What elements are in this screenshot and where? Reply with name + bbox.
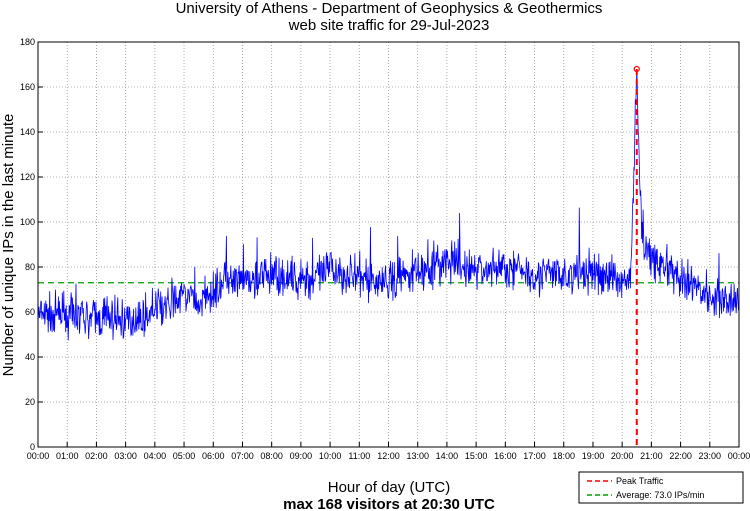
max-caption: max 168 visitors at 20:30 UTC — [283, 496, 495, 511]
x-axis-label: Hour of day (UTC) — [328, 479, 451, 496]
y-tick-label: 0 — [30, 442, 35, 452]
y-tick-label: 80 — [25, 262, 35, 272]
y-tick-label: 100 — [20, 217, 35, 227]
x-tick-label: 14:00 — [436, 451, 459, 461]
x-tick-label: 06:00 — [202, 451, 225, 461]
x-tick-label: 11:00 — [348, 451, 370, 461]
x-tick-label: 20:00 — [611, 451, 634, 461]
x-tick-label: 15:00 — [465, 451, 488, 461]
legend-average-label: Average: 73.0 IPs/min — [616, 490, 704, 500]
x-tick-label: 23:00 — [699, 451, 722, 461]
y-tick-label: 40 — [25, 352, 35, 362]
y-tick-label: 120 — [20, 172, 35, 182]
plot-frame — [37, 41, 740, 448]
x-tick-label: 04:00 — [144, 451, 167, 461]
y-axis-label: Number of unique IPs in the last minute — [0, 114, 17, 377]
x-tick-label: 22:00 — [669, 451, 692, 461]
x-tick-label: 08:00 — [260, 451, 283, 461]
x-tick-label: 05:00 — [173, 451, 196, 461]
axis-ticks: 0 20 40 60 80 100 120 140 160 180 00:00 01:00 02:00 0… — [20, 37, 750, 461]
x-tick-label: 00:00 — [27, 451, 50, 461]
y-tick-label: 180 — [20, 37, 35, 47]
y-tick-label: 160 — [20, 82, 35, 92]
chart-subtitle: web site traffic for 29-Jul-2023 — [288, 17, 490, 34]
x-tick-label: 01:00 — [56, 451, 79, 461]
y-tick-label: 140 — [20, 127, 35, 137]
peak-marker — [633, 65, 640, 73]
chart-title: University of Athens - Department of Geo… — [176, 0, 603, 17]
x-tick-label: 12:00 — [377, 451, 400, 461]
x-tick-label: 07:00 — [231, 451, 254, 461]
y-tick-label: 60 — [25, 307, 35, 317]
grid — [38, 42, 739, 447]
x-tick-label: 09:00 — [290, 451, 313, 461]
x-tick-label: 10:00 — [319, 451, 342, 461]
x-tick-label: 00:00 — [728, 451, 750, 461]
x-tick-label: 13:00 — [406, 451, 429, 461]
x-tick-label: 21:00 — [640, 451, 663, 461]
x-tick-label: 16:00 — [494, 451, 517, 461]
x-tick-label: 02:00 — [85, 451, 108, 461]
legend-peak-label: Peak Traffic — [616, 476, 664, 486]
x-tick-label: 17:00 — [523, 451, 546, 461]
traffic-line — [37, 68, 740, 341]
x-tick-label: 18:00 — [552, 451, 575, 461]
x-tick-label: 19:00 — [582, 451, 605, 461]
y-tick-label: 20 — [25, 397, 35, 407]
x-tick-label: 03:00 — [114, 451, 137, 461]
legend: Peak Traffic Average: 73.0 IPs/min — [578, 471, 744, 504]
